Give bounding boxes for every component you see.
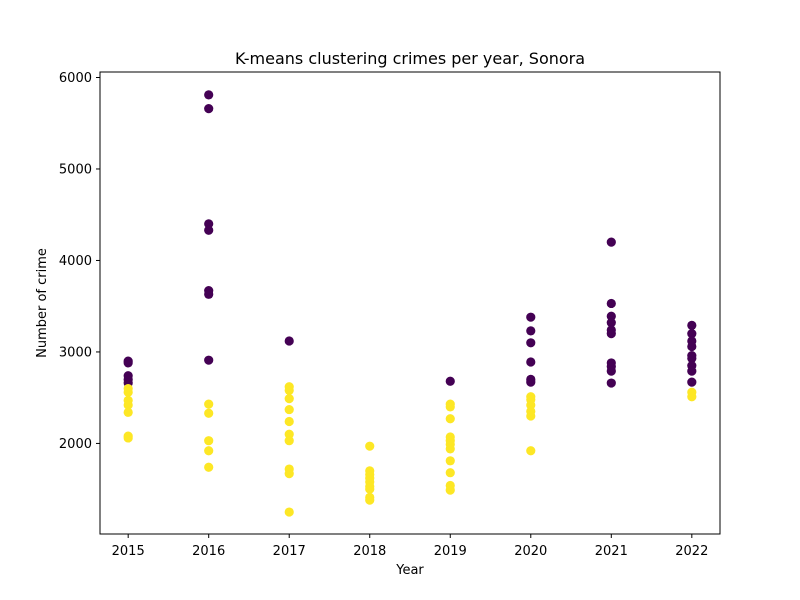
data-point — [204, 355, 214, 365]
x-tick-label: 2022 — [675, 544, 708, 559]
data-point — [204, 90, 214, 100]
data-point — [687, 320, 697, 331]
x-tick-label: 2018 — [353, 544, 386, 559]
data-point — [445, 414, 455, 424]
data-point — [204, 436, 214, 446]
data-point — [687, 341, 697, 352]
data-point — [526, 312, 536, 322]
data-point — [284, 507, 294, 517]
x-tick-label: 2015 — [112, 544, 145, 559]
data-point — [445, 468, 455, 478]
data-point — [204, 219, 214, 229]
data-point — [526, 357, 536, 367]
data-point — [606, 318, 616, 328]
data-point — [687, 366, 697, 376]
data-point — [526, 338, 536, 348]
data-point — [123, 400, 133, 410]
data-point — [204, 225, 214, 235]
data-point — [284, 385, 294, 395]
data-point — [204, 408, 214, 418]
data-point — [526, 411, 536, 421]
y-tick-label: 3000 — [59, 345, 92, 360]
data-point — [123, 387, 133, 397]
x-tick-label: 2020 — [514, 544, 547, 559]
x-tick-label: 2019 — [434, 544, 467, 559]
data-point — [123, 433, 133, 443]
data-point — [284, 436, 294, 446]
data-point — [526, 377, 536, 387]
data-point — [687, 377, 697, 387]
data-point — [687, 353, 697, 363]
data-point — [445, 456, 455, 466]
data-point — [284, 336, 294, 346]
x-axis-label: Year — [395, 563, 424, 578]
data-point — [687, 329, 697, 339]
data-point — [526, 446, 536, 456]
data-point — [365, 484, 375, 494]
plot-area-frame — [99, 71, 721, 535]
data-point — [284, 416, 294, 427]
data-point — [445, 444, 455, 454]
x-axis: 2015 2016 2017 2018 2019 2020 2021 2022 — [112, 534, 708, 559]
y-tick-label: 2000 — [59, 437, 92, 452]
data-point — [606, 329, 616, 339]
y-tick-label: 6000 — [59, 71, 92, 86]
data-point — [365, 495, 375, 505]
data-point — [526, 400, 536, 410]
x-tick-label: 2017 — [273, 544, 306, 559]
data-point — [123, 407, 133, 417]
data-point — [606, 366, 616, 376]
data-point — [445, 485, 455, 495]
data-point — [204, 462, 214, 472]
data-point — [606, 237, 616, 247]
y-axis: 2000 3000 4000 5000 6000 — [59, 71, 100, 452]
chart-title: K-means clustering crimes per year, Sono… — [235, 49, 585, 68]
y-tick-label: 5000 — [59, 162, 92, 177]
data-point — [123, 358, 133, 368]
data-point — [606, 378, 616, 388]
x-tick-label: 2021 — [595, 544, 628, 559]
data-point — [526, 326, 536, 336]
y-tick-label: 4000 — [59, 254, 92, 269]
points-layer — [123, 90, 697, 517]
data-point — [204, 446, 214, 456]
data-point — [606, 311, 616, 321]
data-point — [284, 469, 294, 479]
data-point — [445, 376, 455, 386]
data-point — [204, 103, 214, 114]
data-point — [284, 404, 294, 415]
data-point — [284, 394, 294, 404]
data-point — [204, 289, 214, 299]
data-point — [204, 399, 214, 409]
data-point — [606, 298, 616, 309]
y-axis-label: Number of crime — [35, 248, 50, 358]
data-point — [445, 402, 455, 412]
data-point — [284, 429, 294, 439]
data-point — [365, 441, 375, 451]
x-tick-label: 2016 — [192, 544, 225, 559]
data-point — [687, 392, 697, 402]
